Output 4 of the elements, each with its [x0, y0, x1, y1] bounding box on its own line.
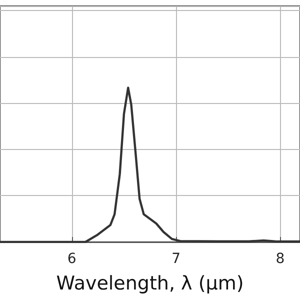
x-tick-label: 6 [67, 251, 76, 267]
x-axis-title: Wavelength, λ (μm) [56, 272, 244, 294]
x-tick-label: 7 [172, 251, 181, 267]
x-tick-label: 8 [276, 251, 285, 267]
